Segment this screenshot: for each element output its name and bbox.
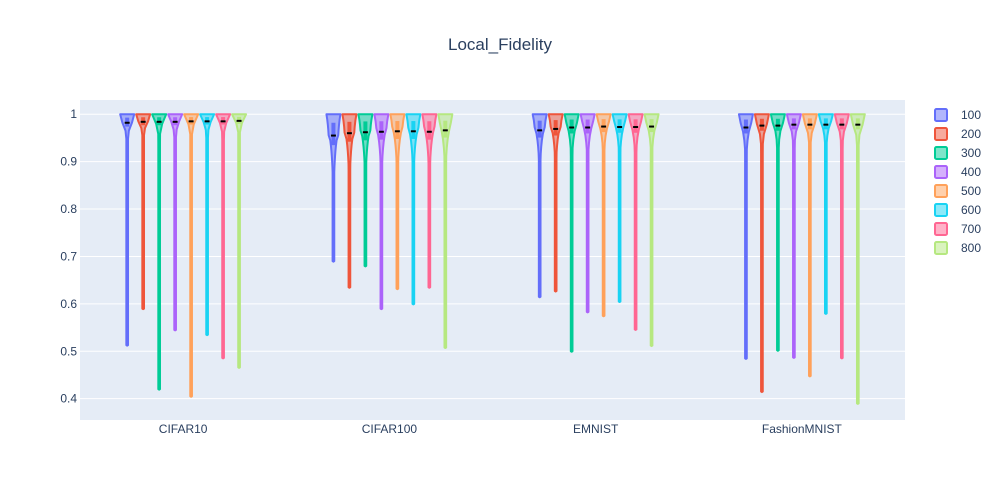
legend-label: 300 <box>961 146 981 160</box>
violin-shape <box>373 113 390 311</box>
legend-item-800[interactable]: 800 <box>934 241 981 255</box>
x-axis-ticks: CIFAR10 CIFAR100 EMNIST FashionMNIST <box>159 422 843 436</box>
violin-series <box>119 113 866 405</box>
legend-swatch <box>934 108 948 122</box>
violin-series-500 <box>183 113 818 398</box>
violin-shape <box>341 113 358 289</box>
violin-shape <box>167 113 184 332</box>
violin-shape <box>801 113 818 378</box>
legend-label: 400 <box>961 165 981 179</box>
violin-inner-box <box>411 121 416 139</box>
y-tick-label: 0.6 <box>60 297 77 311</box>
plot-background <box>80 100 905 420</box>
y-axis-ticks: 0.4 0.5 0.6 0.7 0.8 0.9 1 <box>60 107 77 405</box>
violin-inner-box <box>427 121 432 140</box>
violin-shape <box>737 113 754 360</box>
legend-label: 500 <box>961 184 981 198</box>
violin-shape <box>531 113 548 299</box>
violin-series-800 <box>231 113 866 405</box>
legend[interactable]: 100 200 300 400 500 600 700 800 <box>934 108 981 255</box>
violin-inner-box <box>553 120 558 136</box>
violin-shape <box>785 113 802 359</box>
legend-item-400[interactable]: 400 <box>934 165 981 179</box>
y-tick-label: 0.8 <box>60 202 77 216</box>
violin-inner-box <box>363 121 368 141</box>
legend-item-300[interactable]: 300 <box>934 146 981 160</box>
legend-swatch <box>934 184 948 198</box>
legend-item-500[interactable]: 500 <box>934 184 981 198</box>
violin-shape <box>769 113 786 352</box>
legend-label: 200 <box>961 127 981 141</box>
violin-series-100 <box>119 113 754 360</box>
violin-shape <box>595 113 612 318</box>
violin-series-300 <box>151 113 786 391</box>
legend-swatch <box>934 241 948 255</box>
x-tick-label: FashionMNIST <box>762 422 843 436</box>
violin-shape <box>437 113 454 349</box>
violin-series-400 <box>167 113 802 359</box>
violin-series-600 <box>199 113 834 337</box>
legend-label: 100 <box>961 108 981 122</box>
violin-shape <box>151 113 168 391</box>
violin-shape <box>357 113 374 268</box>
violin-shape <box>421 113 438 289</box>
legend-item-200[interactable]: 200 <box>934 127 981 141</box>
violin-shape <box>833 113 850 360</box>
violin-inner-box <box>347 121 352 142</box>
x-tick-label: CIFAR10 <box>159 422 208 436</box>
x-tick-label: EMNIST <box>573 422 619 436</box>
violin-shape <box>183 113 200 398</box>
y-tick-label: 0.5 <box>60 344 77 358</box>
violin-shape <box>389 113 406 291</box>
legend-swatch <box>934 165 948 179</box>
violin-inner-box <box>379 121 384 140</box>
y-tick-label: 0.4 <box>60 392 77 406</box>
violin-shape <box>643 113 660 348</box>
violin-shape <box>753 113 770 394</box>
legend-swatch <box>934 146 948 160</box>
legend-label: 800 <box>961 241 981 255</box>
legend-label: 700 <box>961 222 981 236</box>
violin-shape <box>325 113 342 263</box>
legend-label: 600 <box>961 203 981 217</box>
legend-item-700[interactable]: 700 <box>934 222 981 236</box>
chart-title: Local_Fidelity <box>448 35 552 54</box>
violin-shape <box>611 113 628 303</box>
y-tick-label: 0.7 <box>60 249 77 263</box>
legend-swatch <box>934 203 948 217</box>
y-tick-label: 0.9 <box>60 155 77 169</box>
violin-inner-box <box>443 120 448 138</box>
violin-shape <box>563 113 580 353</box>
violin-shape <box>817 113 834 315</box>
violin-inner-box <box>537 120 542 138</box>
legend-item-600[interactable]: 600 <box>934 203 981 217</box>
violin-shape <box>119 113 136 347</box>
violin-shape <box>199 113 216 337</box>
violin-shape <box>627 113 644 331</box>
violin-shape <box>231 113 248 369</box>
legend-swatch <box>934 127 948 141</box>
violin-shape <box>849 113 866 405</box>
violin-series-700 <box>215 113 850 360</box>
legend-item-100[interactable]: 100 <box>934 108 981 122</box>
violin-shape <box>215 113 232 360</box>
violin-series-200 <box>135 113 770 394</box>
violin-shape <box>547 113 564 293</box>
legend-swatch <box>934 222 948 236</box>
violin-shape <box>405 113 422 306</box>
y-tick-label: 1 <box>70 107 77 121</box>
violin-inner-box <box>395 121 400 139</box>
violin-inner-box <box>331 122 336 146</box>
violin-shape <box>579 113 596 314</box>
x-tick-label: CIFAR100 <box>362 422 418 436</box>
violin-shape <box>135 113 152 311</box>
